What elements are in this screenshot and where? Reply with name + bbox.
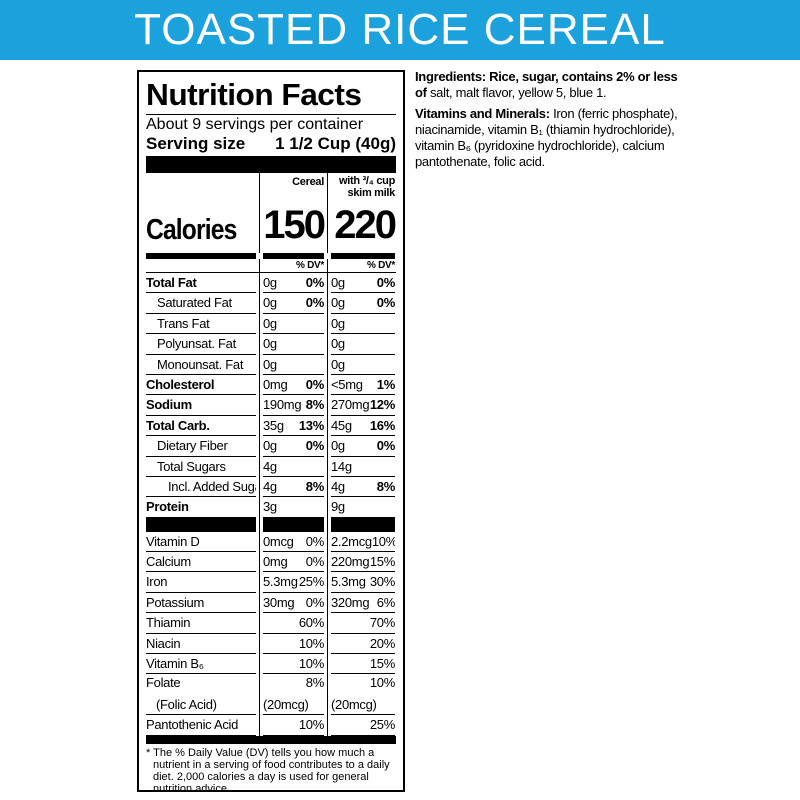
nutrition-facts-label: Nutrition Facts About 9 servings per con… <box>137 70 405 795</box>
vitamin-milk-value: 2.2mcg 10% <box>331 532 395 553</box>
vitamin-name: Pantothenic Acid <box>146 715 256 736</box>
vitamin-name: Niacin <box>146 634 256 655</box>
nutrient-milk-value: 14g <box>331 457 395 477</box>
vitamin-cereal-value: 30mg 0% <box>263 593 324 614</box>
vitamin-cereal-value: 10% <box>263 654 324 675</box>
vitamins-minerals: Vitamins and Minerals: Iron (ferric phos… <box>415 106 678 169</box>
vitamin-name: Vitamin D <box>146 532 256 553</box>
ingredients: Ingredients: Rice, sugar, contains 2% or… <box>415 69 678 100</box>
nutrient-name: Trans Fat <box>146 314 256 335</box>
vitamin-cereal-value: 8% (20mcg) <box>263 674 324 716</box>
nutrient-cereal-value: 0g <box>263 334 324 355</box>
nutrient-cereal-value: 0g <box>263 355 324 375</box>
calories-milk: 220 <box>334 203 397 247</box>
vitamin-name: Potassium <box>146 593 256 614</box>
vitamin-milk-value: 70% <box>331 613 395 634</box>
nutrient-cereal-value: 35g 13% <box>263 416 324 437</box>
nutrient-cereal-value: 0g <box>263 314 324 335</box>
vitamin-cereal-value: 10% <box>263 715 324 736</box>
vitamin-milk-value: 15% <box>331 654 395 675</box>
calories-label: Calories <box>146 214 237 246</box>
col-header-milk-1: with ³/₄ cup <box>338 175 395 187</box>
vitamin-name: Vitamin B₆ <box>146 654 256 675</box>
nutrient-name: Cholesterol <box>146 375 256 396</box>
dv-header-cereal: % DV* <box>296 260 324 271</box>
vitamin-name: Thiamin <box>146 613 256 634</box>
vitamin-milk-value: 220mg 15% <box>331 552 395 573</box>
serving-size-label: Serving size <box>146 134 246 153</box>
nutrient-name: Monounsat. Fat <box>146 355 256 375</box>
nutrient-milk-value: 270mg 12% <box>331 395 395 416</box>
vitamin-name: Folate (Folic Acid) <box>146 674 256 716</box>
vitamin-milk-value: 25% <box>331 715 395 736</box>
nutrient-milk-value: 9g <box>331 497 395 518</box>
nutrient-cereal-value: 0g 0% <box>263 273 324 294</box>
col-header-milk-2: skim milk <box>347 187 396 199</box>
serving-size: Serving size 1 1/2 Cup (40g) <box>146 134 396 154</box>
nutrient-name: Saturated Fat <box>146 293 256 314</box>
vitamin-milk-value: 5.3mg 30% <box>331 572 395 593</box>
vitamin-milk-value: 10% (20mcg) <box>331 674 395 716</box>
vitamin-name: Iron <box>146 572 256 593</box>
footnote: * The % Daily Value (DV) tells you how m… <box>146 746 390 795</box>
nutrient-cereal-value: 0g 0% <box>263 436 324 457</box>
servings-per-container: About 9 servings per container <box>146 114 396 134</box>
vitamin-cereal-value: 5.3mg 25% <box>263 572 324 593</box>
vitamin-cereal-value: 0mg 0% <box>263 552 324 573</box>
divider-thick <box>146 156 396 173</box>
nutrient-name: Total Carb. <box>146 416 256 437</box>
nutrient-milk-value: 0g <box>331 314 395 335</box>
nutrient-name: Sodium <box>146 395 256 416</box>
dv-header-milk: % DV* <box>367 260 395 271</box>
nutrient-name: Dietary Fiber <box>146 436 256 457</box>
nutrient-milk-value: 0g 0% <box>331 273 395 294</box>
ingredients-panel: Ingredients: Rice, sugar, contains 2% or… <box>415 69 685 170</box>
nutrient-name: Total Fat <box>146 273 256 294</box>
calories-cereal: 150 <box>263 203 326 247</box>
serving-size-value: 1 1/2 Cup (40g) <box>275 134 396 153</box>
vitamin-cereal-value: 0mcg 0% <box>263 532 324 553</box>
label-title: Nutrition Facts <box>146 77 362 112</box>
col-header-cereal: Cereal <box>292 176 324 188</box>
nutrient-name: Polyunsat. Fat <box>146 334 256 355</box>
divider-thick <box>146 735 396 744</box>
nutrient-cereal-value: 0g 0% <box>263 293 324 314</box>
vitamin-milk-value: 20% <box>331 634 395 655</box>
product-title-banner: TOASTED RICE CEREAL <box>0 0 800 60</box>
nutrient-milk-value: 45g 16% <box>331 416 395 437</box>
nutrient-cereal-value: 0mg 0% <box>263 375 324 396</box>
nutrient-milk-value: 4g 8% <box>331 477 395 498</box>
vitamin-cereal-value: 10% <box>263 634 324 655</box>
vitamin-milk-value: 320mg 6% <box>331 593 395 614</box>
nutrient-milk-value: 0g <box>331 334 395 355</box>
nutrient-name: Incl. Added Sugars <box>146 477 256 498</box>
nutrient-cereal-value: 4g <box>263 457 324 477</box>
nutrient-name: Total Sugars <box>146 457 256 477</box>
nutrient-cereal-value: 4g 8% <box>263 477 324 498</box>
vitamin-cereal-value: 60% <box>263 613 324 634</box>
nutrient-milk-value: 0g 0% <box>331 436 395 457</box>
nutrient-milk-value: <5mg 1% <box>331 375 395 396</box>
nutrient-milk-value: 0g 0% <box>331 293 395 314</box>
nutrient-milk-value: 0g <box>331 355 395 375</box>
vitamin-name: Calcium <box>146 552 256 573</box>
nutrient-name: Protein <box>146 497 256 518</box>
nutrient-cereal-value: 190mg 8% <box>263 395 324 416</box>
nutrient-cereal-value: 3g <box>263 497 324 518</box>
